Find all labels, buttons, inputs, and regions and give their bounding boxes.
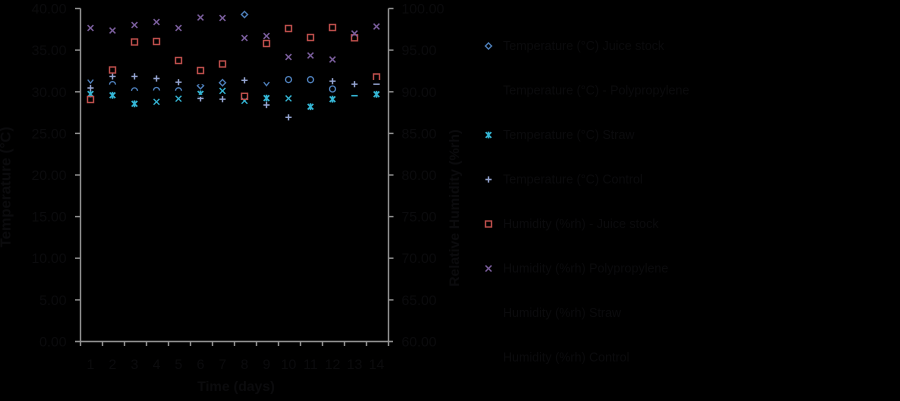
svg-text:85.00: 85.00 [402,125,437,141]
svg-text:65.00: 65.00 [402,292,437,308]
svg-text:Temperature (°C) Juice stock: Temperature (°C) Juice stock [503,39,665,53]
svg-text:Humidity (%rh) - Juice stock: Humidity (%rh) - Juice stock [503,217,659,231]
svg-text:60.00: 60.00 [402,334,437,350]
svg-text:Humidity (%rh) Control: Humidity (%rh) Control [503,351,629,365]
svg-text:11: 11 [303,356,318,372]
svg-text:20.00: 20.00 [31,167,66,183]
svg-text:8: 8 [241,356,249,372]
svg-text:14: 14 [369,356,385,372]
svg-text:5.00: 5.00 [39,292,66,308]
svg-text:Time (days): Time (days) [197,378,275,394]
svg-text:15.00: 15.00 [31,209,66,225]
svg-text:Temperature (°C) Control: Temperature (°C) Control [503,173,643,187]
svg-text:2: 2 [109,356,117,372]
svg-text:0.00: 0.00 [39,334,66,350]
svg-text:1: 1 [87,356,95,372]
svg-text:Humidity (%rh) Straw: Humidity (%rh) Straw [503,306,622,320]
svg-text:30.00: 30.00 [31,84,66,100]
svg-text:12: 12 [325,356,341,372]
svg-text:25.00: 25.00 [31,125,66,141]
svg-text:Temperature (°C): Temperature (°C) [0,127,15,248]
svg-text:90.00: 90.00 [402,84,437,100]
svg-text:13: 13 [347,356,363,372]
svg-text:7: 7 [219,356,227,372]
svg-text:10: 10 [281,356,297,372]
svg-text:6: 6 [197,356,205,372]
svg-text:80.00: 80.00 [402,167,437,183]
svg-text:Temperature (°C) - Polypropyle: Temperature (°C) - Polypropylene [503,84,689,98]
svg-text:4: 4 [153,356,161,372]
svg-text:Temperature (°C) Straw: Temperature (°C) Straw [503,128,635,142]
svg-text:9: 9 [263,356,271,372]
svg-text:Relative Humidity (%rh): Relative Humidity (%rh) [446,129,462,286]
svg-text:5: 5 [175,356,183,372]
svg-text:35.00: 35.00 [31,42,66,58]
svg-text:10.00: 10.00 [31,250,66,266]
svg-text:100.00: 100.00 [402,1,445,17]
svg-text:75.00: 75.00 [402,209,437,225]
svg-text:Humidity (%rh) Polypropylene: Humidity (%rh) Polypropylene [503,262,668,276]
svg-text:95.00: 95.00 [402,42,437,58]
svg-text:3: 3 [131,356,139,372]
svg-text:70.00: 70.00 [402,250,437,266]
svg-text:40.00: 40.00 [31,1,66,17]
